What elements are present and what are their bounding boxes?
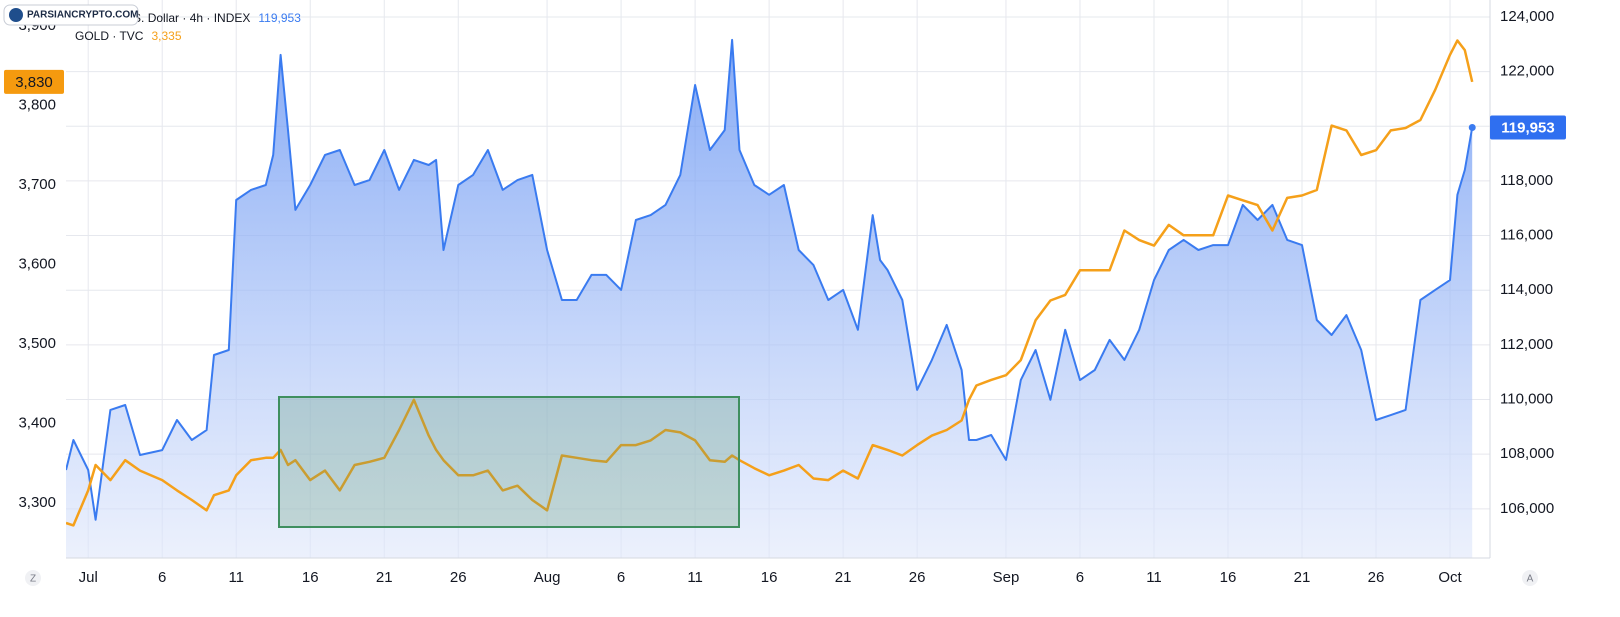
- x-tick-label: 16: [1220, 569, 1237, 586]
- line: [66, 38, 1474, 521]
- x-tick-label: 6: [617, 569, 625, 586]
- x-tick-label: 6: [158, 569, 166, 586]
- y2-tick-label: 116,000: [1500, 227, 1553, 244]
- watermark-text: PARSIANCRYPTO.COM: [27, 10, 139, 21]
- x-tick-label: 21: [1294, 569, 1311, 586]
- x-tick-label: Aug: [534, 569, 561, 586]
- watermark-box: [3, 4, 139, 26]
- last-point: [1468, 124, 1476, 132]
- watermark-icon: [9, 8, 23, 22]
- x-tick-label: 21: [835, 569, 852, 586]
- y2-tick-label: 106,000: [1500, 500, 1554, 517]
- y2-tick-label: 118,000: [1500, 172, 1553, 189]
- x-tick-label: 11: [228, 569, 244, 586]
- price-tag-label: 119,953: [1501, 119, 1554, 136]
- price-tag: [4, 69, 64, 94]
- watermark: PARSIANCRYPTO.COM: [3, 4, 139, 26]
- corner-button[interactable]: [25, 570, 41, 586]
- y-tick-label: 3,700: [18, 176, 56, 193]
- highlight-box: [278, 396, 740, 528]
- y-tick-label: 3,600: [18, 256, 56, 273]
- y-tick-label: 3,400: [18, 415, 56, 432]
- y2-tick-label: 112,000: [1500, 336, 1553, 353]
- corner-right[interactable]: A: [1527, 574, 1534, 585]
- price-tag: [1490, 115, 1566, 140]
- y2-tick-label: 124,000: [1500, 8, 1554, 25]
- y2-tick-label: 108,000: [1500, 445, 1554, 462]
- x-tick-label: 21: [376, 569, 393, 586]
- corner-left[interactable]: Z: [30, 574, 36, 585]
- price-tag-label: 3,830: [15, 74, 53, 91]
- y2-tick-label: 114,000: [1500, 281, 1553, 298]
- x-tick-label: 26: [450, 569, 467, 586]
- area: [66, 39, 1473, 558]
- x-tick-label: 6: [1076, 569, 1084, 586]
- x-tick-label: Sep: [993, 569, 1020, 586]
- x-tick-label: 11: [1146, 569, 1162, 586]
- x-tick-label: 26: [1368, 569, 1385, 586]
- corner-button[interactable]: [1522, 570, 1538, 586]
- y2-tick-label: 122,000: [1500, 63, 1554, 80]
- x-tick-label: Jul: [79, 569, 98, 586]
- x-tick-label: 16: [302, 569, 319, 586]
- x-tick-label: 11: [687, 569, 703, 586]
- y-tick-label: 3,300: [18, 494, 56, 511]
- x-tick-label: 26: [909, 569, 926, 586]
- y-tick-label: 3,800: [18, 97, 56, 114]
- legend-value: 119,953: [258, 11, 301, 25]
- legend-entry: GOLD · TVC: [75, 29, 144, 43]
- y2-tick-label: 110,000: [1500, 390, 1553, 407]
- x-tick-label: Oct: [1438, 569, 1462, 586]
- legend-value: 3,335: [151, 29, 181, 43]
- y-tick-label: 3,500: [18, 335, 56, 352]
- plot-area: [66, 38, 1474, 558]
- x-tick-label: 16: [761, 569, 778, 586]
- line: [66, 39, 1474, 527]
